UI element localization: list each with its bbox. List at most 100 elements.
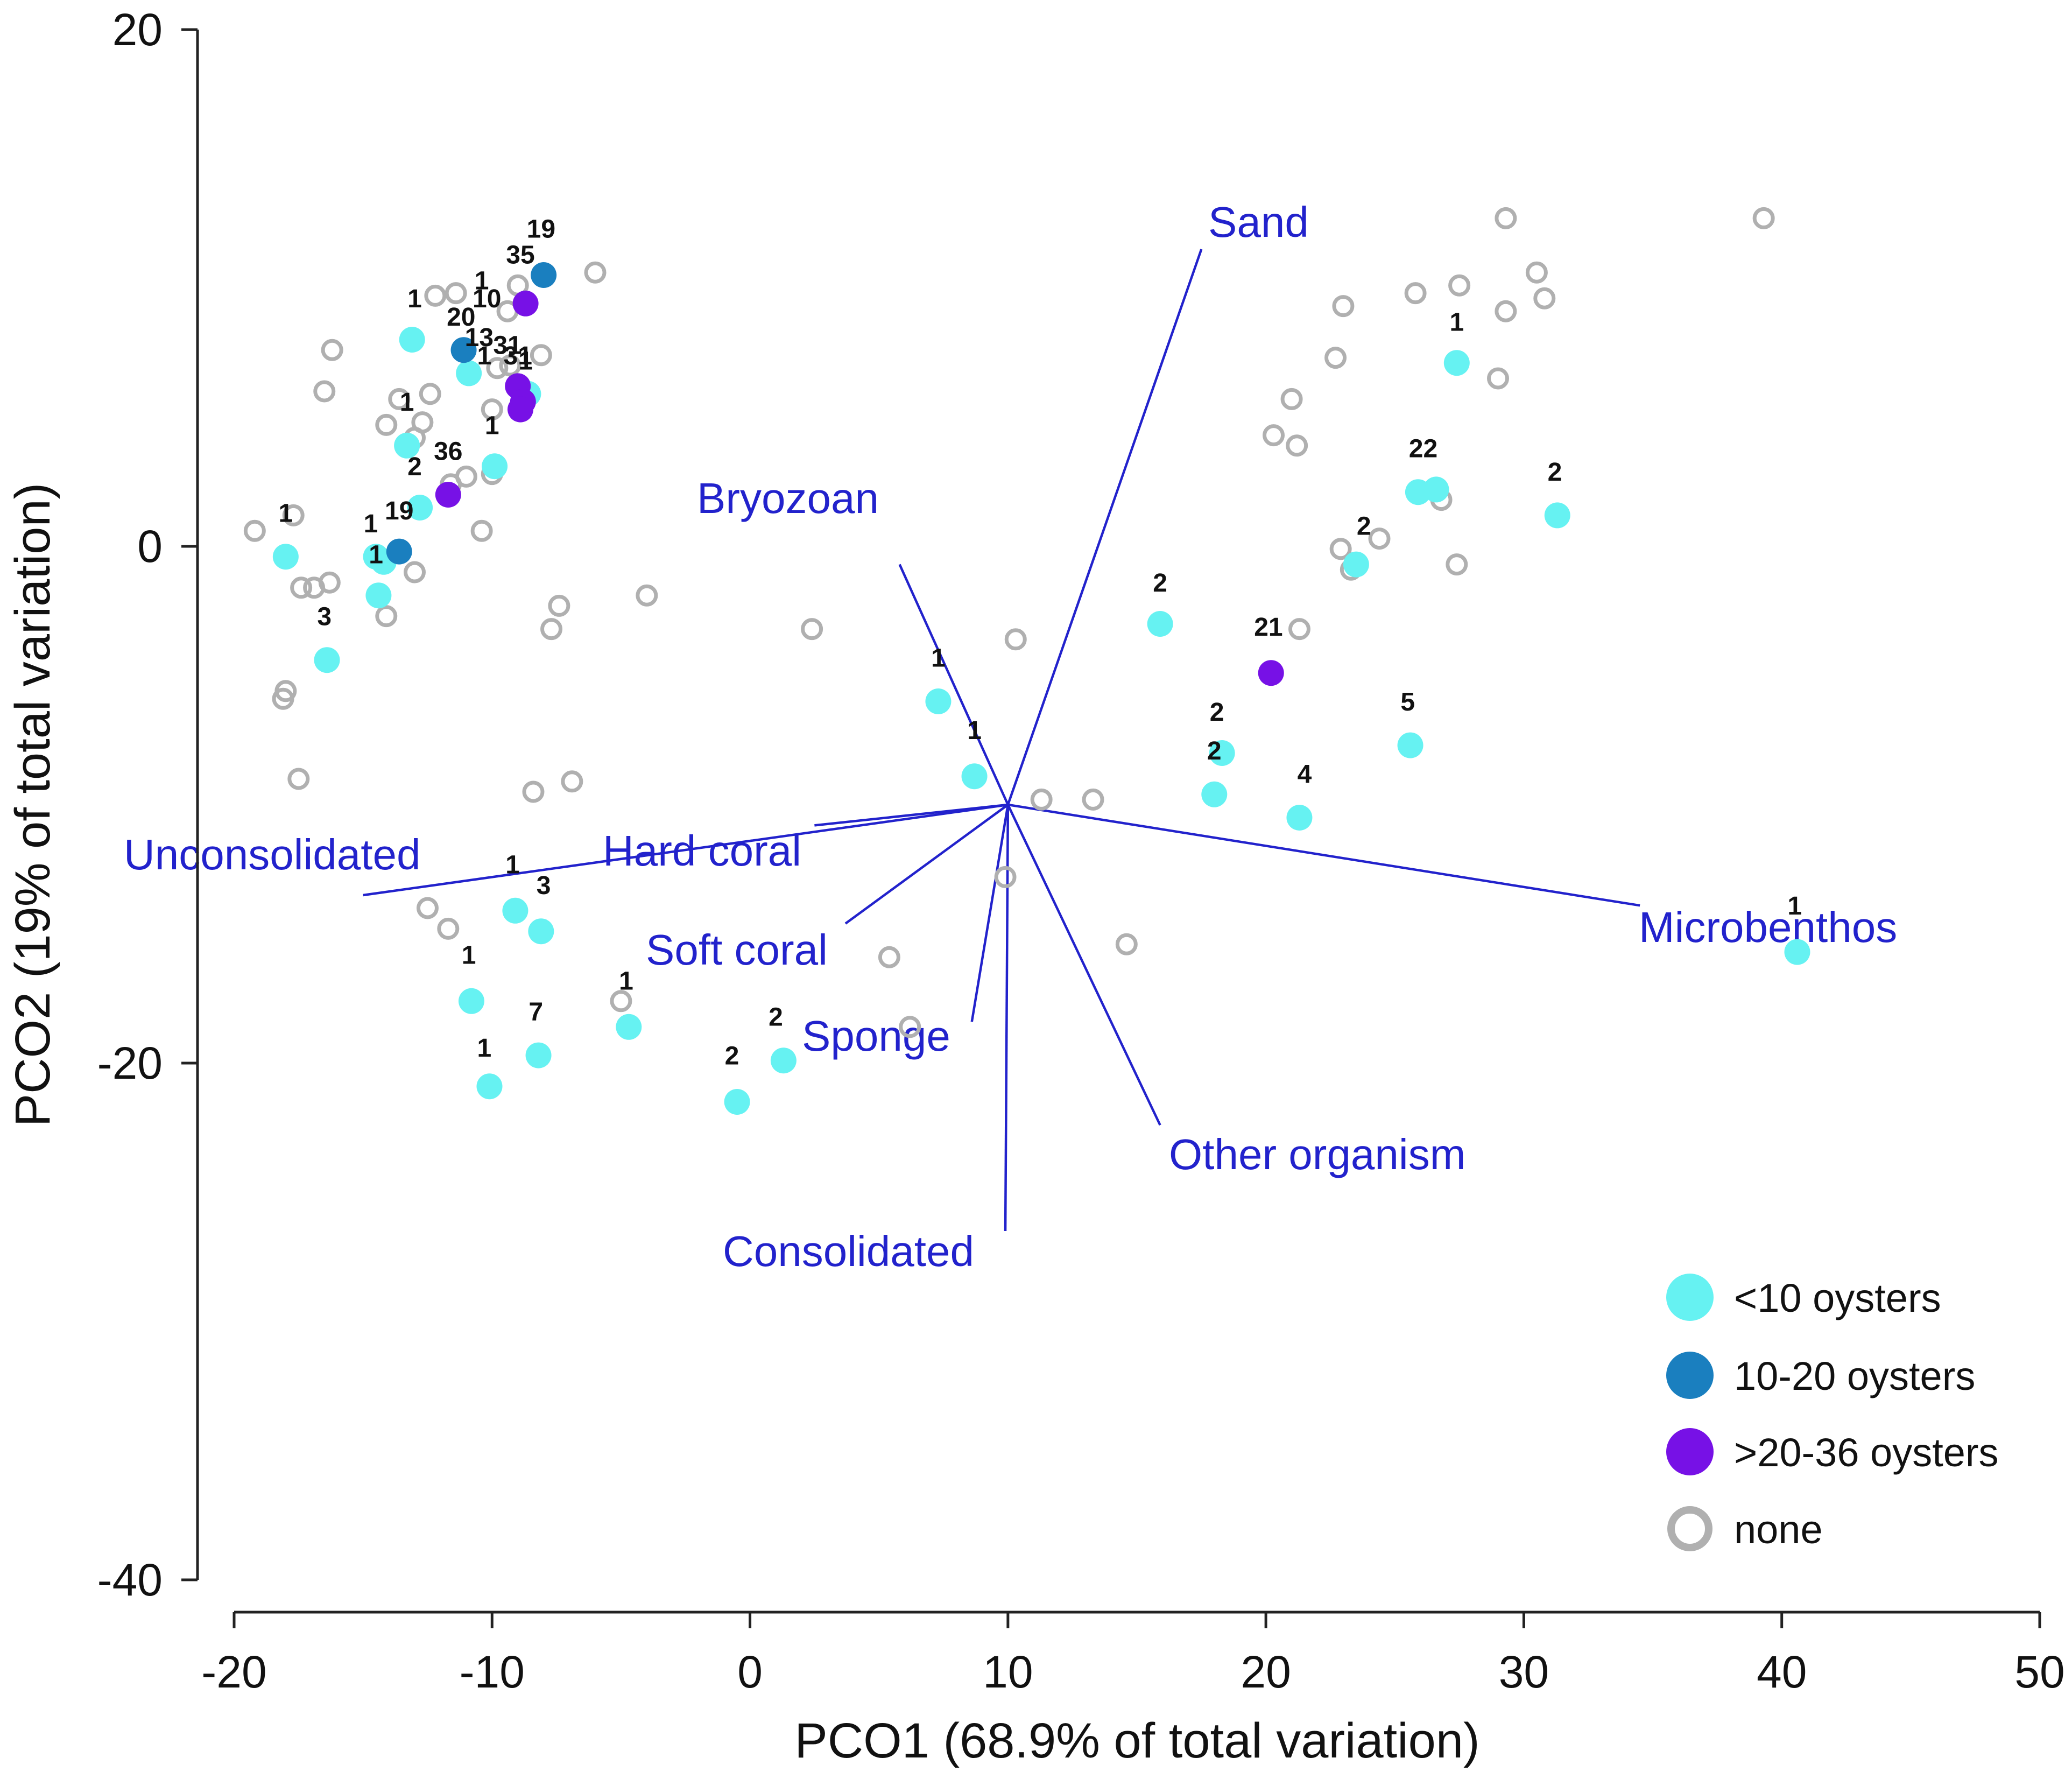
point-lt10-86 — [1147, 611, 1173, 637]
point-none-43 — [1030, 788, 1053, 811]
vectors-layer: Sand Bryozoan Unconsolidated Hard coral Soft… — [124, 198, 1897, 1275]
point-none-29 — [584, 261, 607, 284]
point-label-23: 7 — [528, 998, 543, 1026]
vector-label-hard-coral: Hard coral — [603, 827, 801, 875]
point-label-29: 1 — [967, 716, 982, 745]
point-label-33: 2 — [1207, 737, 1222, 765]
point-label-13: 19 — [527, 215, 555, 244]
point-lt10-68 — [365, 582, 392, 609]
point-none-8 — [313, 380, 336, 403]
point-lt10-78 — [458, 988, 484, 1014]
point-none-6 — [272, 687, 294, 710]
y-tick-label-0: -40 — [97, 1555, 163, 1605]
point-lt10-84 — [925, 688, 952, 714]
point-label-19: 1 — [485, 411, 499, 440]
point-none-18 — [445, 282, 467, 305]
point-label-1: 1 — [364, 510, 378, 538]
legend-label-mid: 10-20 oysters — [1734, 1354, 1975, 1398]
point-none-15 — [404, 561, 426, 583]
point-none-11 — [388, 388, 411, 410]
x-tick-label-0: -20 — [201, 1647, 266, 1697]
point-lt10-65 — [272, 544, 299, 570]
legend-marker-lt10 — [1666, 1274, 1714, 1321]
y-tick-label-3: 20 — [112, 4, 163, 55]
point-label-9: 1 — [475, 267, 489, 296]
point-label-17: 1 — [477, 342, 492, 370]
point-label-20: 1 — [505, 850, 520, 879]
point-label-11: 20 — [447, 303, 475, 332]
point-label-34: 4 — [1298, 760, 1312, 789]
point-none-54 — [1332, 295, 1355, 318]
point-none-44 — [1082, 788, 1104, 811]
axes-layer — [196, 30, 2040, 1614]
point-gt20-103 — [508, 396, 534, 423]
point-lt10-76 — [502, 897, 528, 924]
point-none-14 — [419, 383, 441, 405]
y-ticks: -40 -20 0 20 — [97, 4, 198, 1605]
point-none-57 — [1487, 367, 1509, 390]
vector-sand — [1006, 249, 1203, 805]
vector-unconsolidated — [363, 803, 1009, 897]
point-label-8: 36 — [434, 437, 462, 466]
point-none-61 — [1495, 207, 1517, 229]
point-label-21: 3 — [537, 871, 551, 900]
x-axis-title: PCO1 (68.9% of total variation) — [794, 1713, 1479, 1768]
point-label-0: 1 — [279, 500, 293, 528]
point-lt10-88 — [1201, 781, 1228, 807]
point-label-31: 21 — [1254, 613, 1282, 642]
vector-label-other-organism: Other organism — [1169, 1130, 1465, 1178]
point-none-59 — [1446, 553, 1468, 576]
point-lt10-87 — [1209, 740, 1235, 766]
vector-microbenthos — [1007, 803, 1640, 907]
vector-hard-coral — [814, 803, 1009, 827]
point-label-25: 1 — [619, 967, 633, 995]
point-gt20-100 — [512, 290, 539, 317]
point-label-38: 1 — [1449, 308, 1464, 336]
point-none-40 — [899, 1016, 921, 1038]
point-label-16: 31 — [504, 342, 532, 370]
point-none-28 — [530, 344, 552, 367]
point-label-2: 19 — [385, 497, 413, 525]
point-label-5: 1 — [407, 285, 422, 313]
point-none-41 — [1004, 628, 1027, 651]
point-lt10-79 — [476, 1073, 503, 1100]
point-none-4 — [318, 571, 341, 594]
point-none-35 — [416, 897, 439, 919]
vector-label-sponge: Sponge — [802, 1012, 950, 1060]
legend-marker-mid — [1666, 1352, 1714, 1399]
legend-marker-gt20 — [1666, 1428, 1714, 1475]
x-tick-label-5: 30 — [1499, 1647, 1549, 1697]
point-none-62 — [1525, 261, 1548, 284]
point-lt10-92 — [1423, 476, 1449, 503]
y-tick-label-2: 0 — [137, 521, 163, 572]
point-none-45 — [1115, 933, 1138, 955]
point-lt10-82 — [724, 1089, 750, 1115]
point-label-7: 2 — [407, 453, 422, 481]
y-tick-label-1: -20 — [97, 1038, 163, 1088]
point-label-18: 1 — [518, 347, 533, 375]
x-tick-label-3: 10 — [983, 1647, 1033, 1697]
point-label-6: 1 — [400, 388, 414, 417]
point-lt10-70 — [399, 327, 425, 353]
legend: <10 oysters 10-20 oysters >20-36 oysters… — [1666, 1274, 1999, 1552]
vector-label-sand: Sand — [1208, 198, 1309, 246]
point-label-26: 2 — [769, 1003, 783, 1032]
point-none-36 — [437, 917, 460, 940]
point-none-49 — [1280, 388, 1303, 410]
point-lt10-93 — [1397, 732, 1423, 758]
point-lt10-73 — [456, 360, 482, 386]
point-label-37: 22 — [1409, 435, 1437, 463]
legend-label-lt10: <10 oysters — [1734, 1276, 1941, 1320]
x-tick-label-2: 0 — [737, 1647, 763, 1697]
legend-label-gt20: >20-36 oysters — [1734, 1430, 1999, 1475]
point-label-14: 13 — [465, 324, 494, 352]
point-none-37 — [610, 990, 632, 1012]
point-lt10-80 — [525, 1042, 552, 1068]
vector-label-bryozoan: Bryozoan — [697, 474, 879, 522]
point-none-10 — [375, 413, 398, 436]
point-lt10-96 — [1784, 939, 1810, 965]
point-none-1 — [282, 504, 305, 526]
legend-label-none: none — [1734, 1507, 1823, 1552]
point-none-39 — [878, 946, 900, 968]
